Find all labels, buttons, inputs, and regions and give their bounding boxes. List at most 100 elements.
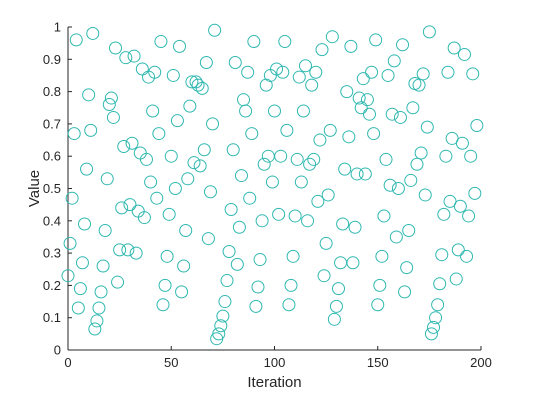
data-point — [96, 259, 110, 273]
y-tick-label: 0.6 — [43, 149, 61, 164]
data-point — [336, 217, 350, 231]
data-point — [462, 209, 476, 223]
data-point — [311, 194, 325, 208]
data-point — [247, 35, 261, 49]
data-point — [86, 26, 100, 40]
data-point — [187, 156, 201, 170]
data-point — [119, 51, 133, 65]
data-point — [144, 175, 158, 189]
data-point — [373, 278, 387, 292]
data-point — [332, 282, 346, 296]
data-point — [367, 127, 381, 141]
data-point — [212, 327, 226, 341]
data-point — [78, 217, 92, 231]
data-point — [191, 78, 205, 92]
data-point — [429, 311, 443, 325]
data-point — [298, 59, 312, 73]
data-point — [164, 149, 178, 163]
data-point — [195, 81, 209, 95]
data-point — [71, 301, 85, 315]
data-point — [360, 93, 374, 107]
data-point — [294, 175, 308, 189]
data-point — [139, 152, 153, 166]
data-point — [317, 269, 331, 283]
data-point — [288, 209, 302, 223]
data-point — [272, 207, 286, 221]
y-tick-label: 0 — [54, 343, 61, 358]
data-point — [179, 223, 193, 237]
data-point — [354, 101, 368, 115]
data-point — [402, 223, 416, 237]
data-point — [170, 114, 184, 128]
data-point — [338, 162, 352, 176]
data-point — [344, 39, 358, 53]
data-point — [389, 230, 403, 244]
data-point — [410, 157, 424, 171]
data-point — [166, 68, 180, 82]
y-tick-label: 0.4 — [43, 213, 61, 228]
data-point — [412, 78, 426, 92]
data-point — [208, 23, 222, 37]
data-point — [280, 123, 294, 137]
data-point — [406, 101, 420, 115]
data-point — [75, 256, 89, 270]
data-point — [292, 70, 306, 84]
data-point — [455, 136, 469, 150]
data-point — [323, 123, 337, 137]
data-point — [230, 257, 244, 271]
data-point — [350, 167, 364, 181]
data-point — [342, 130, 356, 144]
data-point — [362, 107, 376, 121]
data-point — [416, 67, 430, 81]
data-point — [146, 104, 160, 118]
data-point — [383, 178, 397, 192]
data-point — [158, 278, 172, 292]
data-point — [197, 143, 211, 157]
y-tick-label: 0.3 — [43, 246, 61, 261]
data-point — [398, 285, 412, 299]
data-point — [385, 107, 399, 121]
data-point — [148, 65, 162, 79]
data-point — [115, 201, 129, 215]
data-point — [181, 172, 195, 186]
data-point — [234, 169, 248, 183]
y-tick-label: 0.1 — [43, 310, 61, 325]
data-point — [257, 157, 271, 171]
data-point — [104, 91, 118, 105]
data-point — [249, 299, 263, 313]
data-point — [241, 65, 255, 79]
data-point — [268, 104, 281, 118]
data-point — [216, 309, 230, 323]
data-point — [470, 119, 484, 133]
x-tick-label: 100 — [264, 355, 286, 370]
data-point — [154, 35, 168, 49]
data-point — [90, 314, 104, 328]
data-point — [129, 246, 143, 260]
data-point — [177, 259, 191, 273]
data-point — [173, 39, 187, 53]
data-point — [466, 67, 480, 81]
data-point — [239, 104, 253, 118]
data-point — [441, 65, 455, 79]
data-point — [424, 327, 438, 341]
data-point — [437, 207, 451, 221]
data-point — [420, 120, 434, 134]
data-point — [251, 280, 265, 294]
data-point — [80, 162, 94, 176]
data-point — [305, 78, 319, 92]
data-point — [245, 127, 259, 141]
data-point — [464, 149, 478, 163]
data-point — [265, 175, 279, 189]
data-point — [325, 30, 339, 44]
data-point — [375, 249, 389, 263]
data-point — [449, 272, 463, 286]
data-point — [381, 68, 395, 82]
data-point — [418, 188, 432, 202]
data-point — [358, 167, 372, 181]
x-axis-ticks: 0 50 100 150 200 — [64, 346, 492, 370]
data-point — [270, 62, 284, 76]
data-point — [356, 72, 370, 86]
data-point — [400, 261, 414, 275]
data-markers — [61, 23, 484, 346]
